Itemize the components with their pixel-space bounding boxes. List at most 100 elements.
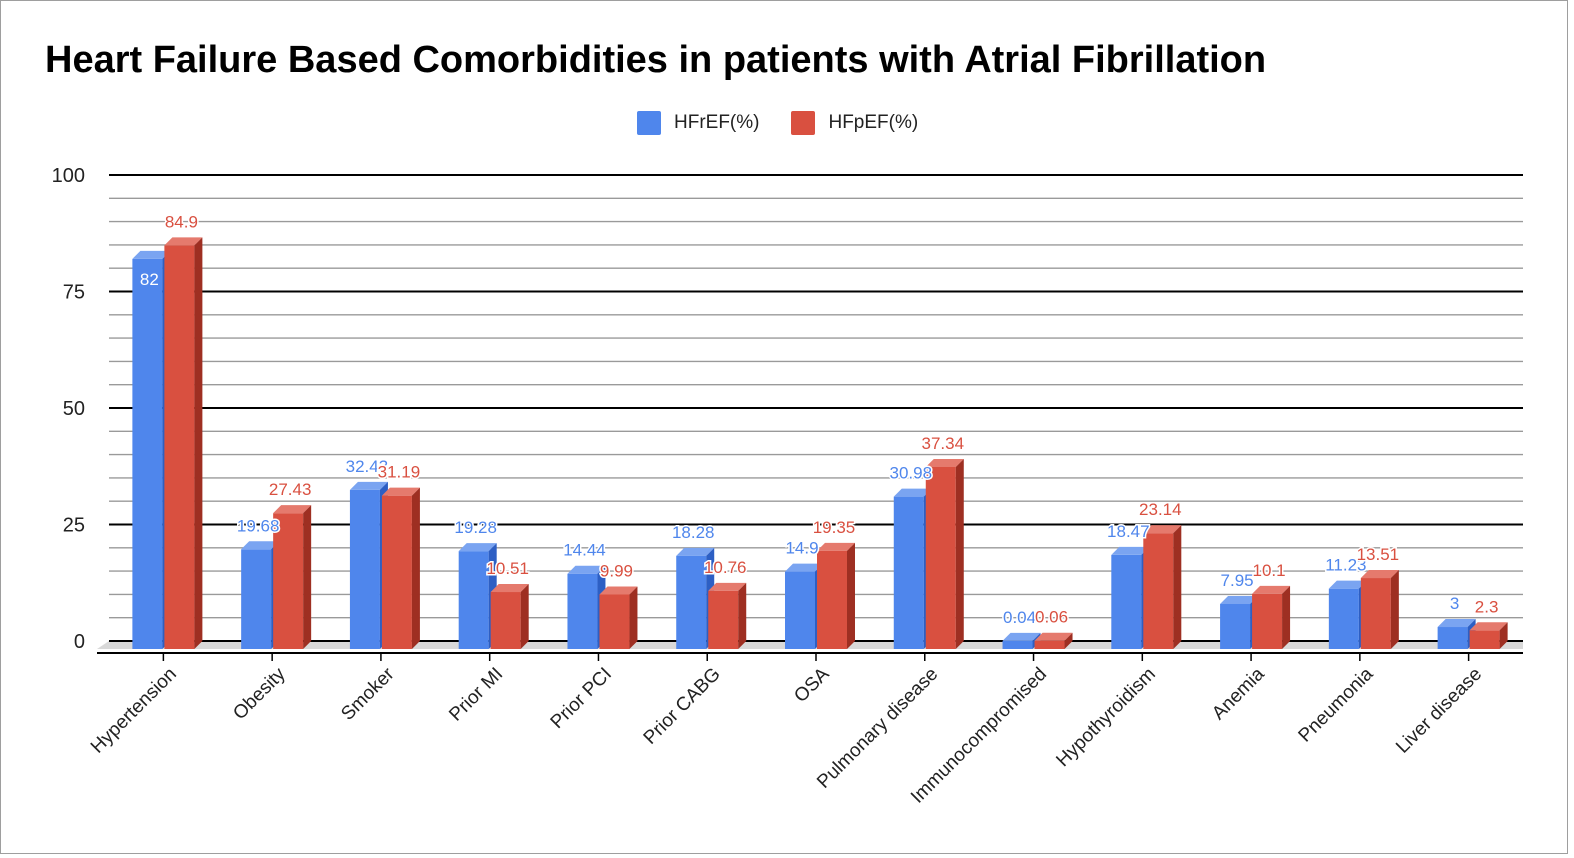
x-tick-label: OSA	[790, 663, 833, 706]
bar-side-hfpef-anemia	[1282, 585, 1291, 649]
data-label: 23.14	[1139, 500, 1182, 519]
bar-hfref-obesity	[241, 549, 272, 649]
bar-side-hfpef-immunocompromised	[1064, 632, 1073, 649]
bar-top-hfref-smoker	[349, 481, 388, 490]
bar-top-hfref-prior-cabg	[676, 547, 715, 556]
bar-top-hfpef-prior-pci	[599, 586, 638, 595]
legend-item-hfpef[interactable]: HFpEF(%)	[791, 111, 918, 135]
bar-top-hfpef-anemia	[1252, 585, 1291, 594]
chart-legend: HFrEF(%) HFpEF(%)	[637, 111, 950, 135]
bar-top-hfref-prior-pci	[567, 565, 606, 574]
bar-top-hfref-hypothyroidism	[1111, 546, 1150, 555]
bar-hfpef-obesity	[273, 513, 304, 649]
x-tick-label: Prior CABG	[640, 664, 725, 749]
data-label: 31.19	[378, 463, 421, 482]
bar-top-hfref-hypertension	[132, 250, 171, 259]
y-tick-label: 0	[74, 631, 85, 653]
bar-hfpef-prior-pci	[599, 594, 630, 649]
bar-hfref-prior-pci	[567, 573, 598, 649]
bar-hfpef-liver-disease	[1469, 630, 1500, 649]
bar-top-hfref-immunocompromised	[1002, 632, 1041, 641]
bar-side-hfpef-obesity	[303, 505, 312, 649]
bar-hfref-immunocompromised	[1002, 640, 1033, 649]
bar-hfref-smoker	[349, 489, 380, 649]
data-label: 9.99	[600, 561, 633, 580]
x-tick-label: Pulmonary disease	[813, 664, 942, 793]
data-label: 2.3	[1475, 597, 1499, 616]
bar-hfref-osa	[785, 571, 815, 649]
data-label: 10.1	[1253, 561, 1286, 580]
data-label: 13.51	[1357, 545, 1400, 564]
x-tick-label: Prior PCI	[547, 664, 616, 733]
data-label: 0.04	[1003, 608, 1036, 627]
bar-side-hfpef-hypertension	[194, 237, 203, 649]
bar-hfpef-pulmonary-disease	[925, 466, 956, 649]
bar-hfpef-hypertension	[164, 245, 195, 649]
bar-top-hfref-anemia	[1220, 595, 1259, 604]
bar-hfref-prior-mi	[458, 551, 489, 649]
bar-top-hfref-pneumonia	[1328, 580, 1367, 589]
bar-top-hfpef-prior-mi	[490, 584, 529, 593]
x-tick-label: Hypertension	[87, 664, 181, 758]
data-label: 18.47	[1107, 522, 1150, 541]
data-label: 19.35	[813, 518, 856, 537]
bar-top-hfpef-obesity	[273, 505, 312, 514]
bar-side-hfpef-prior-pci	[629, 586, 638, 649]
data-label: 30.98	[889, 464, 932, 483]
bar-hfpef-anemia	[1252, 593, 1283, 649]
bar-top-hfpef-hypertension	[164, 237, 203, 246]
legend-item-hfref[interactable]: HFrEF(%)	[637, 111, 759, 135]
data-label: 14.9	[785, 539, 818, 558]
bar-hfref-pulmonary-disease	[893, 496, 924, 649]
bar-side-hfpef-hypothyroidism	[1173, 525, 1182, 649]
data-label: 0.06	[1035, 608, 1068, 627]
bar-side-hfpef-pneumonia	[1390, 570, 1399, 649]
bar-hfref-hypertension	[132, 258, 163, 649]
bar-top-hfpef-hypothyroidism	[1143, 525, 1182, 534]
bar-top-hfpef-immunocompromised	[1034, 632, 1073, 641]
x-tick-label: Prior MI	[445, 664, 507, 726]
data-label: 19.28	[454, 518, 497, 537]
bar-hfref-anemia	[1220, 603, 1251, 649]
bar-side-hfpef-osa	[847, 542, 855, 649]
legend-swatch-hfpef	[791, 111, 816, 135]
data-label: 82	[140, 270, 159, 289]
bar-side-hfpef-prior-mi	[520, 584, 529, 649]
data-label: 84.9	[165, 212, 198, 231]
legend-swatch-hfref	[637, 111, 661, 135]
data-label: 7.95	[1221, 571, 1254, 590]
legend-label-hfref: HFrEF(%)	[674, 112, 760, 133]
data-label: 32.43	[346, 457, 389, 476]
x-tick-label: Pneumonia	[1295, 663, 1378, 746]
bar-side-hfpef-smoker	[411, 487, 420, 649]
y-tick-label: 25	[63, 515, 85, 537]
bar-top-hfref-liver-disease	[1437, 619, 1476, 628]
bar-side-hfpef-liver-disease	[1499, 622, 1508, 649]
x-tick-label: Liver disease	[1392, 664, 1486, 758]
data-label: 14.44	[563, 541, 606, 560]
bar-hfref-hypothyroidism	[1111, 554, 1142, 649]
bar-hfpef-pneumonia	[1360, 578, 1391, 649]
bar-top-hfref-pulmonary-disease	[893, 488, 932, 497]
bar-hfpef-immunocompromised	[1034, 640, 1065, 649]
bar-hfref-pneumonia	[1328, 588, 1359, 649]
bar-top-hfref-osa	[785, 563, 823, 572]
bar-top-hfpef-prior-cabg	[708, 582, 747, 591]
bar-hfpef-smoker	[381, 495, 412, 649]
data-label: 11.23	[1325, 556, 1366, 575]
x-tick-label: Obesity	[229, 663, 290, 724]
bar-top-hfpef-osa	[817, 542, 855, 551]
bar-top-hfref-obesity	[241, 541, 280, 550]
data-label: 10.76	[704, 558, 747, 577]
data-label: 10.51	[486, 559, 529, 578]
y-tick-label: 75	[63, 282, 85, 304]
bar-top-hfpef-smoker	[381, 487, 420, 496]
data-label: 3	[1450, 594, 1459, 613]
x-tick-label: Hypothyroidism	[1052, 664, 1159, 771]
x-tick-label: Anemia	[1208, 663, 1269, 724]
y-tick-label: 50	[63, 398, 85, 420]
bar-side-hfpef-pulmonary-disease	[955, 458, 964, 649]
data-label: 19.68	[237, 516, 280, 535]
data-label: 27.43	[269, 480, 312, 499]
